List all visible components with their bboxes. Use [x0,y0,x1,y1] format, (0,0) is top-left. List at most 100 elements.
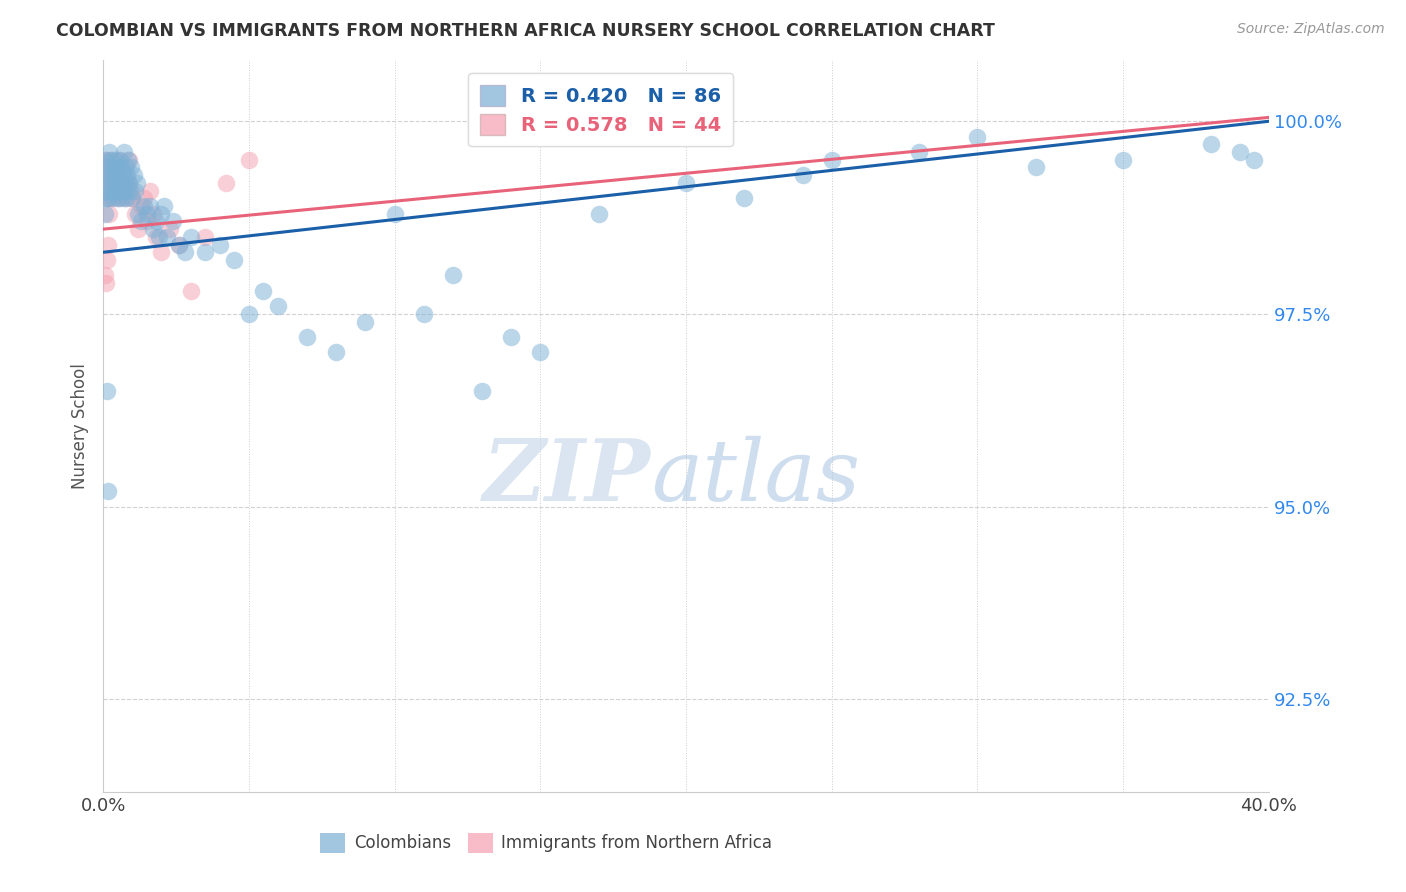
Point [180,284,202,298]
Point [112,184,135,198]
Point [94,153,117,167]
Y-axis label: Nursery School: Nursery School [72,363,89,489]
Point [159,222,181,236]
Point [142,222,165,236]
Point [501,330,523,344]
Point [107,191,129,205]
Point [148,230,170,244]
Point [96,252,118,267]
Point [208,237,231,252]
Point [97,484,120,499]
Point [97,191,120,205]
Point [1199,137,1222,152]
Point [118,176,141,190]
Point [100,153,122,167]
Point [98,168,121,182]
Point [180,230,202,244]
Point [114,176,136,190]
Point [112,184,135,198]
Point [94,268,117,283]
Point [1229,145,1251,159]
Point [94,191,117,205]
Point [117,176,139,190]
Legend: R = 0.420   N = 86, R = 0.578   N = 44: R = 0.420 N = 86, R = 0.578 N = 44 [468,73,733,146]
Point [132,199,155,213]
Point [966,129,988,144]
Point [94,184,117,198]
Point [108,153,131,167]
Point [588,207,610,221]
Point [108,184,131,198]
Point [97,176,120,190]
Point [97,145,120,159]
Text: atlas: atlas [651,435,860,518]
Point [125,176,148,190]
Point [153,199,176,213]
Point [115,191,138,205]
Point [115,168,138,182]
Point [107,191,129,205]
Point [105,161,128,175]
Text: Source: ZipAtlas.com: Source: ZipAtlas.com [1237,22,1385,37]
Point [114,168,136,182]
Point [111,168,134,182]
Point [162,214,184,228]
Point [214,176,236,190]
Point [103,161,125,175]
Point [252,284,274,298]
Point [135,207,157,221]
Point [104,184,127,198]
Point [112,145,135,159]
Point [110,161,132,175]
Point [105,168,128,182]
Point [107,168,129,182]
Point [821,153,844,167]
Point [115,191,138,205]
Point [97,237,120,252]
Point [412,307,434,321]
Point [127,222,149,236]
Point [101,176,124,190]
Point [238,307,260,321]
Point [121,191,143,205]
Point [1112,153,1135,167]
Point [156,230,179,244]
Point [908,145,931,159]
Point [115,161,138,175]
Point [93,184,115,198]
Point [129,214,152,228]
Point [105,176,128,190]
Point [733,191,755,205]
Point [135,214,157,228]
Point [325,345,347,359]
Point [117,153,139,167]
Point [124,184,146,198]
Point [173,245,195,260]
Point [238,153,260,167]
Point [295,330,318,344]
Point [127,207,149,221]
Point [97,207,120,221]
Point [1025,161,1047,175]
Point [120,184,142,198]
Point [267,299,290,313]
Point [96,161,118,175]
Point [108,153,131,167]
Point [103,168,125,182]
Point [145,214,167,228]
Point [93,168,115,182]
Point [121,191,143,205]
Point [471,384,494,398]
Point [150,245,173,260]
Point [150,207,173,221]
Point [167,237,190,252]
Point [529,345,551,359]
Point [96,161,118,175]
Point [100,153,122,167]
Point [104,184,127,198]
Point [110,176,132,190]
Point [129,199,152,213]
Point [132,191,155,205]
Point [118,184,141,198]
Point [110,176,132,190]
